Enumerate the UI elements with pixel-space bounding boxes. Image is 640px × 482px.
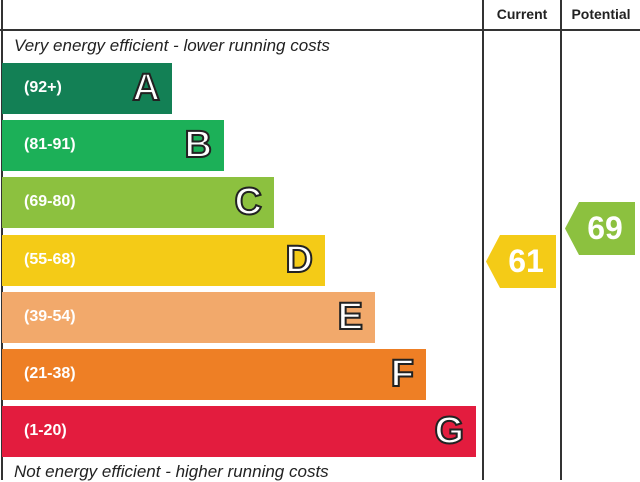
band-range: (69-80) [24, 193, 76, 211]
band-range: (21-38) [24, 365, 76, 382]
band-letter: F [390, 352, 415, 396]
top-caption: Very energy efficient - lower running co… [14, 36, 330, 55]
band-letter: E [337, 295, 364, 339]
band-range: (81-91) [24, 136, 76, 154]
band-e: (39-54) E [2, 291, 375, 343]
column-divider [482, 0, 484, 480]
band-range: (55-68) [24, 250, 76, 268]
current-header: Current [496, 6, 548, 22]
band-f: (21-38) F [2, 349, 426, 400]
potential-rating-arrow: 69 [565, 202, 635, 255]
band-range: (1-20) [24, 422, 67, 440]
bottom-caption: Not energy efficient - higher running co… [14, 462, 329, 481]
band-letter: G [433, 409, 465, 453]
band-c: (69-80) C [2, 177, 274, 229]
band-letter: A [132, 66, 161, 110]
band-g: (1-20) G [2, 406, 476, 458]
current-rating-arrow: 61 [486, 235, 556, 288]
band-letter: D [285, 238, 314, 282]
potential-header: Potential [571, 6, 631, 22]
band-a: (92+) A [2, 63, 172, 114]
band-d: (55-68) D [2, 234, 325, 286]
band-letter: B [184, 123, 213, 167]
band-range: (39-54) [24, 307, 76, 325]
header-divider [0, 29, 640, 31]
band-letter: C [234, 180, 263, 224]
column-divider [560, 0, 562, 480]
band-range: (92+) [24, 79, 62, 96]
band-b: (81-91) B [2, 120, 224, 172]
